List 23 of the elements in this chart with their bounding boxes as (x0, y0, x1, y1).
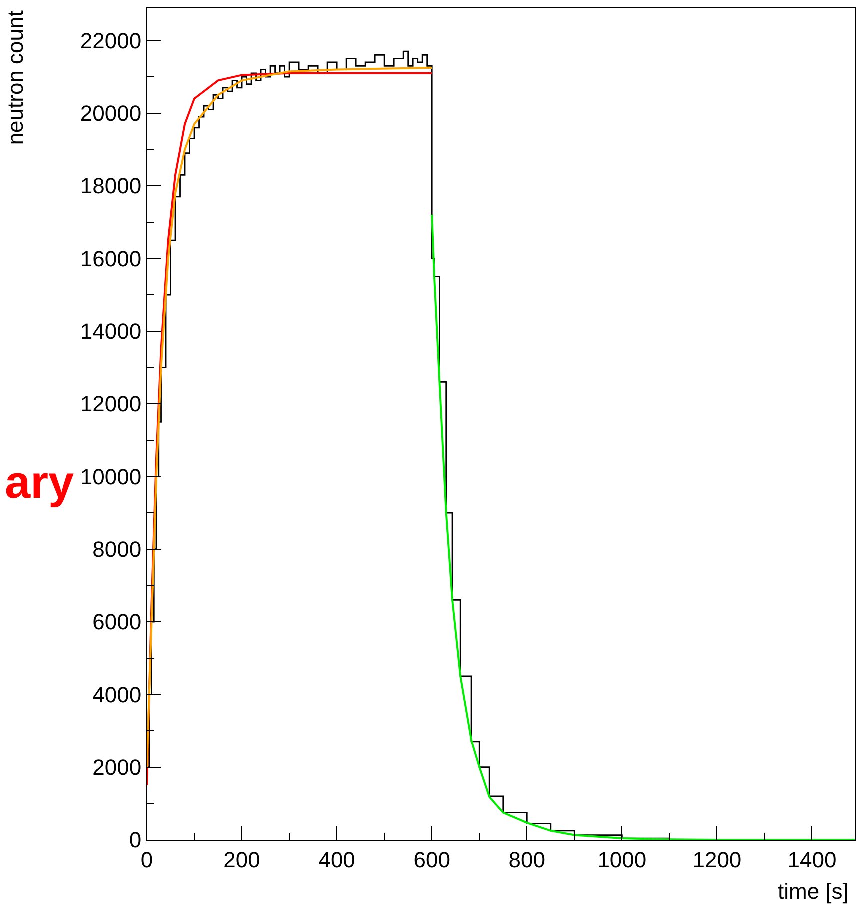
y-tick-label: 14000 (80, 319, 142, 344)
y-tick-label: 12000 (80, 392, 142, 417)
x-tick-label: 600 (414, 847, 450, 872)
x-tick-label: 800 (508, 847, 546, 872)
y-tick-label: 10000 (80, 464, 142, 490)
text: ary (5, 456, 74, 508)
x-tick-label: 1000 (598, 847, 647, 872)
x-axis-title: time [s] (778, 879, 849, 904)
y-tick-label: 4000 (92, 682, 142, 708)
x-tick-label: 1200 (692, 847, 742, 872)
y-tick-label: 0 (129, 828, 142, 853)
y-tick-label: 16000 (80, 246, 142, 272)
y-tick-label: 20000 (80, 101, 142, 126)
y-tick-label: 18000 (80, 174, 142, 199)
y-tick-label: 6000 (92, 610, 142, 635)
x-tick-label: 200 (224, 847, 260, 872)
x-tick-label: 1400 (788, 847, 837, 872)
y-tick-label: 22000 (80, 28, 142, 54)
y-tick-label: 2000 (92, 755, 142, 780)
line-series (431, 214, 855, 840)
y-axis-title: neutron count (3, 10, 28, 146)
y-tick-label: 8000 (92, 537, 142, 562)
x-tick-label: 400 (318, 847, 356, 872)
